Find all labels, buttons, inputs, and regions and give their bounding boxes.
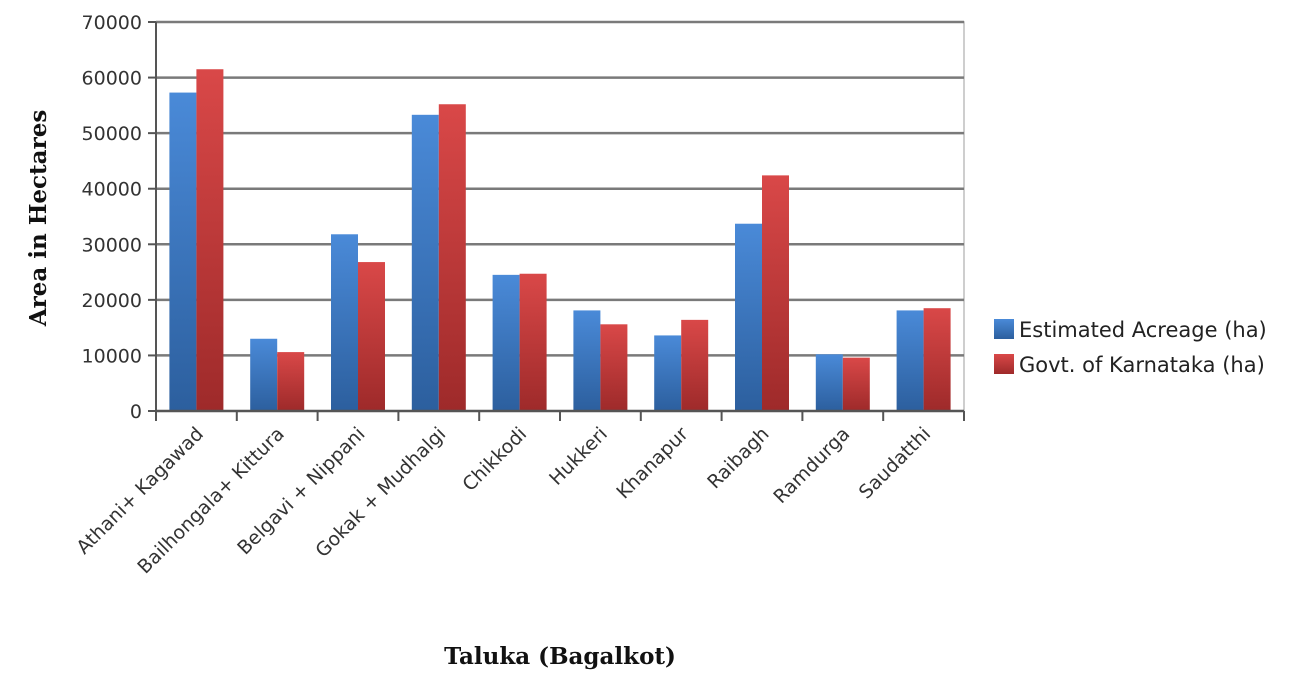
bar-govt-5 xyxy=(600,324,628,411)
bar-estimated-6 xyxy=(654,335,682,411)
legend-swatch-estimated xyxy=(994,319,1014,339)
bar-govt-1 xyxy=(277,352,305,411)
bar-govt-8 xyxy=(842,357,870,411)
y-tick-label: 10000 xyxy=(82,345,142,367)
gridlines xyxy=(156,20,964,357)
bar-govt-4 xyxy=(519,273,547,411)
y-tick-label: 70000 xyxy=(82,12,142,34)
bar-estimated-0 xyxy=(169,92,197,411)
y-tick-label: 40000 xyxy=(82,179,142,201)
bar-estimated-7 xyxy=(735,223,762,411)
bar-govt-7 xyxy=(762,175,789,411)
legend-label-estimated: Estimated Acreage (ha) xyxy=(1019,318,1267,342)
y-axis-title: Area in Hectares xyxy=(25,110,52,328)
bar-govt-9 xyxy=(923,308,951,411)
bar-estimated-8 xyxy=(815,354,843,411)
x-tick-label: Khanapur xyxy=(612,423,693,504)
bar-estimated-1 xyxy=(250,338,278,411)
bar-govt-6 xyxy=(681,319,709,411)
x-tick-label: Saudatthi xyxy=(855,423,935,503)
x-axis-title: Taluka (Bagalkot) xyxy=(444,643,676,670)
bar-estimated-3 xyxy=(411,114,439,411)
bar-estimated-2 xyxy=(331,234,358,411)
bar-estimated-9 xyxy=(896,310,924,411)
bar-govt-2 xyxy=(358,262,385,411)
legend-label-govt: Govt. of Karnataka (ha) xyxy=(1019,353,1265,377)
y-tick-labels: 0 10000 20000 30000 40000 50000 60000 70000 xyxy=(82,12,142,423)
y-tick-label: 60000 xyxy=(82,68,142,90)
bar-govt-3 xyxy=(438,104,466,411)
bar-estimated-5 xyxy=(573,310,601,411)
bar-estimated-4 xyxy=(492,274,520,411)
x-tick-label: Ramdurga xyxy=(769,423,854,508)
x-tick-label: Bailhongala+ Kittura xyxy=(133,423,288,578)
y-tick-label: 0 xyxy=(130,401,142,423)
legend: Estimated Acreage (ha) Govt. of Karnataka… xyxy=(994,318,1267,377)
axes xyxy=(148,21,965,421)
y-tick-label: 50000 xyxy=(82,123,142,145)
bar-govt-0 xyxy=(196,69,224,411)
legend-swatch-govt xyxy=(994,354,1014,374)
x-tick-label: Hukkeri xyxy=(545,423,612,490)
x-tick-label: Chikkodi xyxy=(458,423,531,496)
y-tick-label: 20000 xyxy=(82,290,142,312)
y-tick-label: 30000 xyxy=(82,234,142,256)
bars xyxy=(169,69,951,411)
x-tick-label: Raibagh xyxy=(703,423,773,493)
